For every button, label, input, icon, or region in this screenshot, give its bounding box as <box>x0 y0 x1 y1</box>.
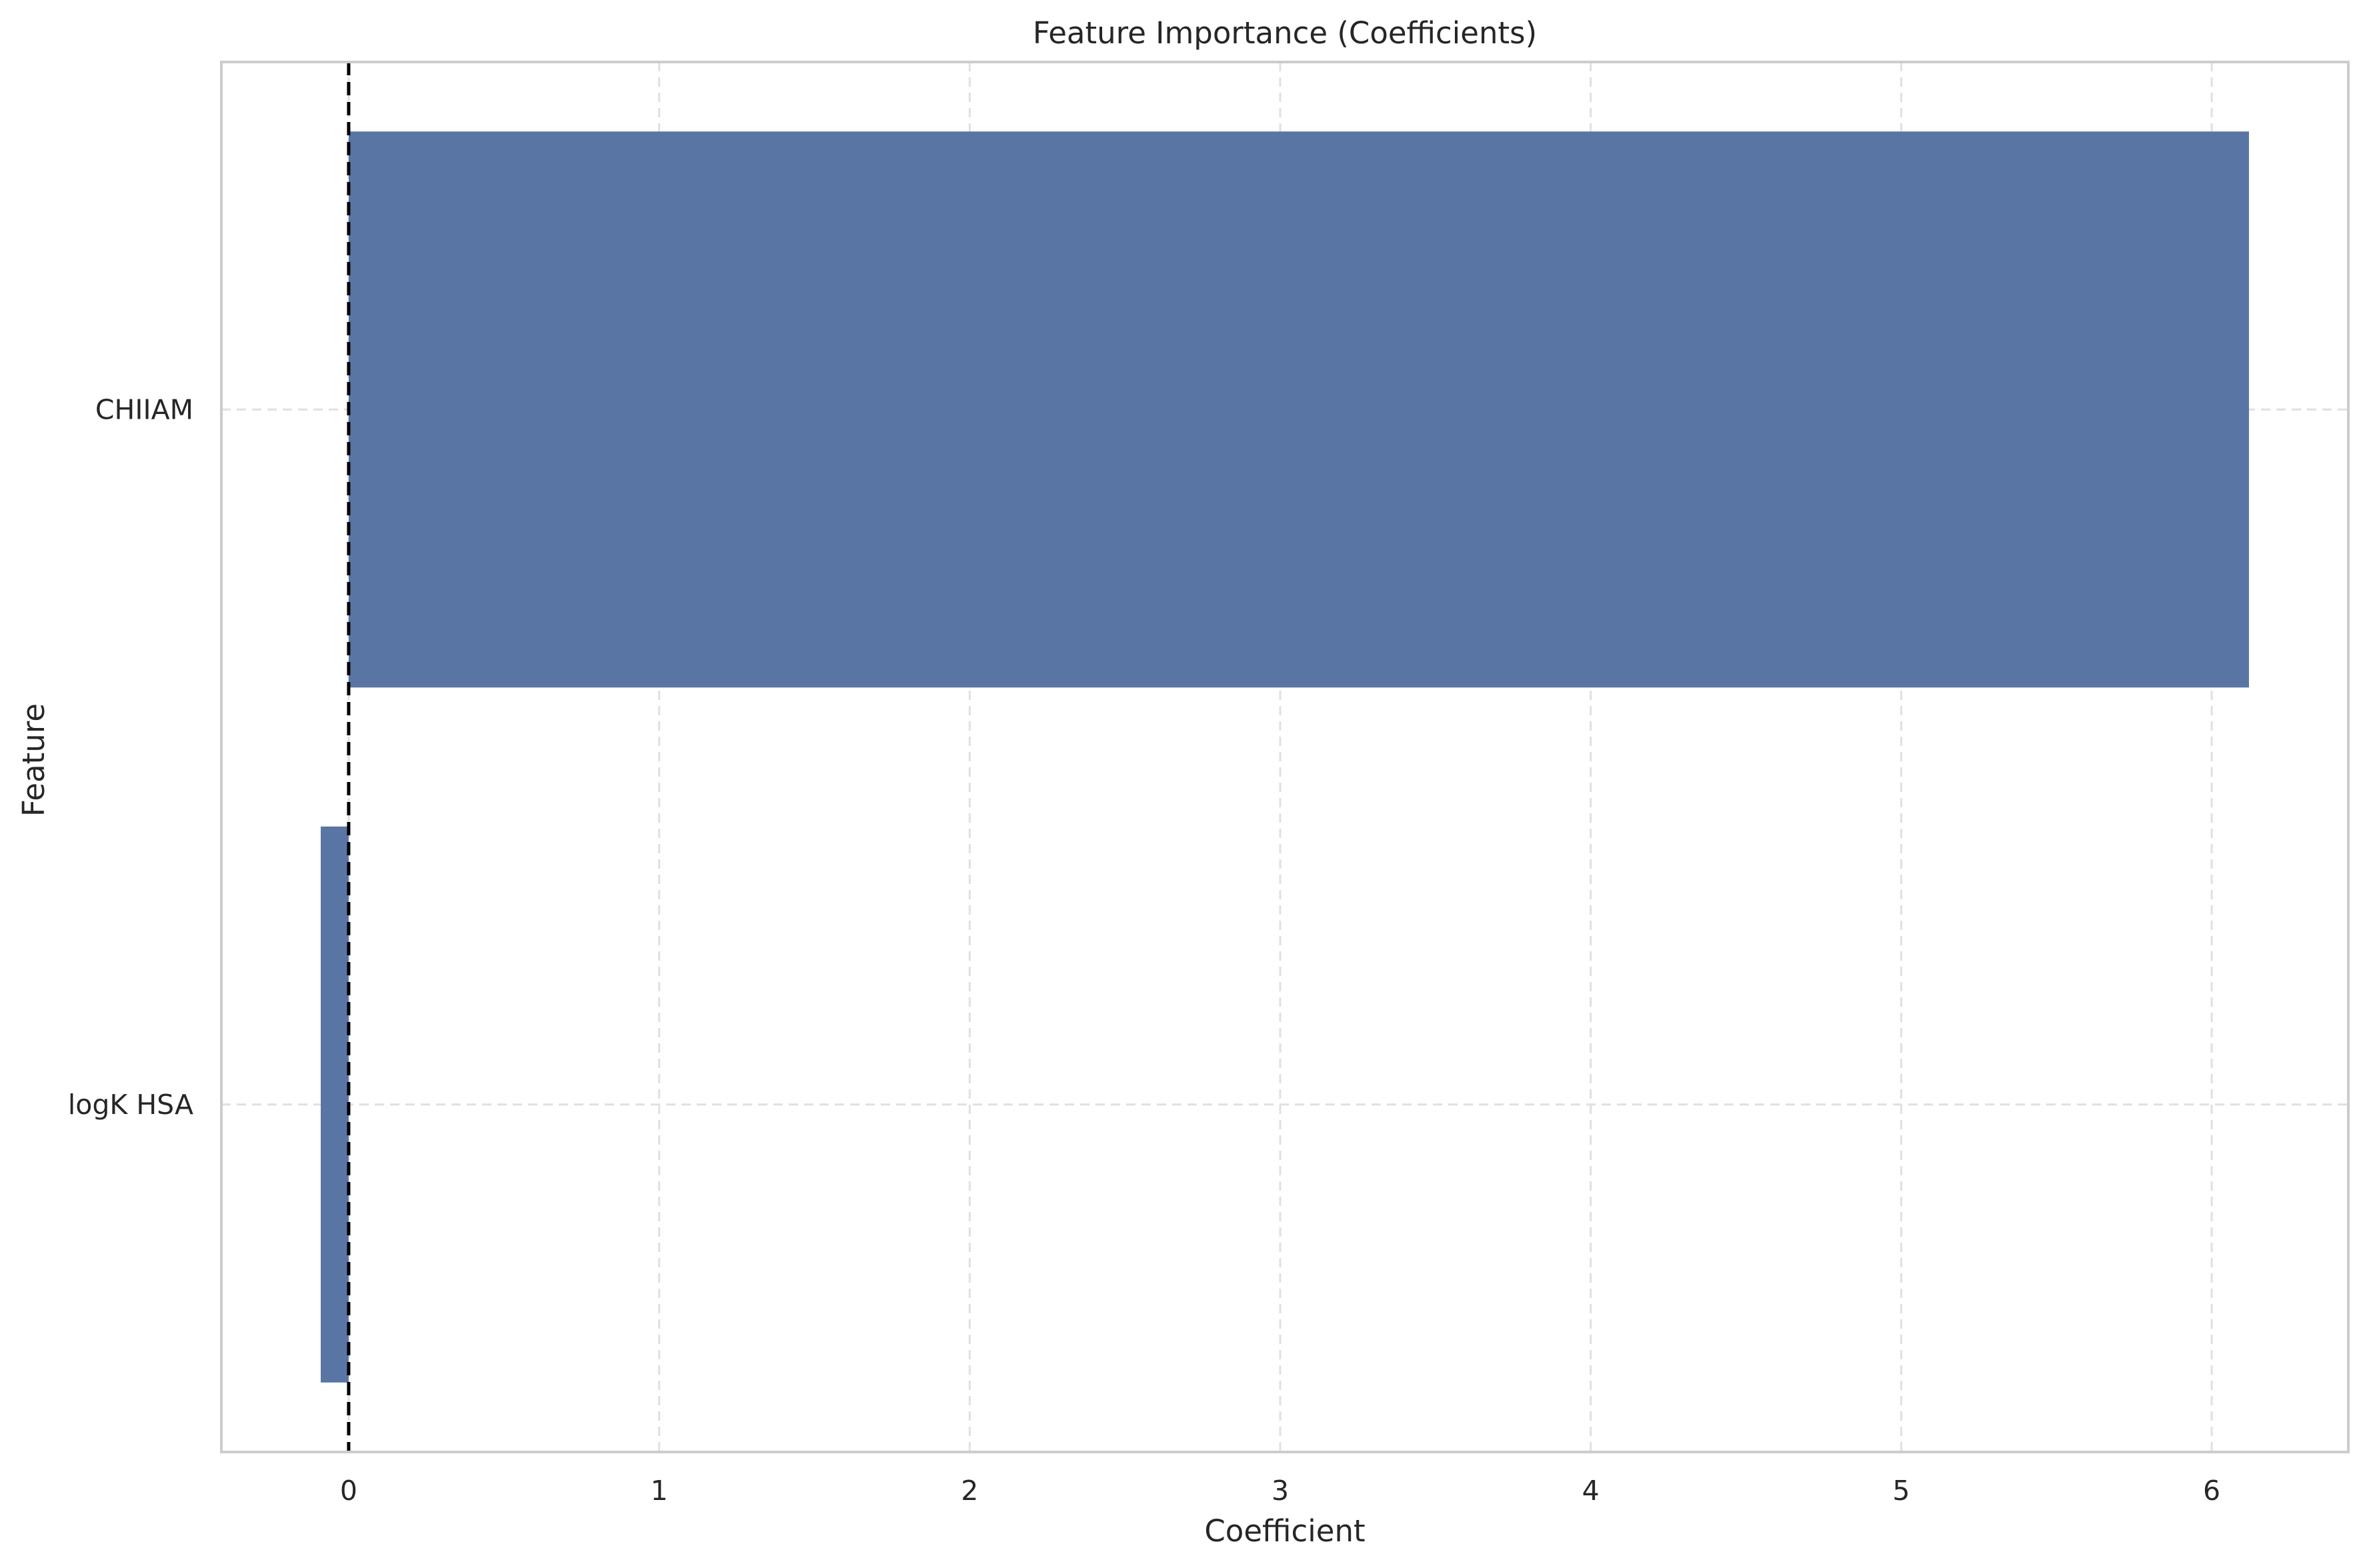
x-tick-label: 2 <box>961 1475 978 1507</box>
bar <box>321 826 349 1383</box>
bar <box>348 131 2249 688</box>
chart-title: Feature Importance (Coefficients) <box>1033 15 1537 51</box>
x-tick-label: 4 <box>1582 1475 1600 1507</box>
axes-frame <box>220 61 2350 1453</box>
x-tick-label: 5 <box>1892 1475 1910 1507</box>
y-tick-label: CHIIAM <box>95 393 193 425</box>
y-axis-label: Feature <box>16 703 51 817</box>
x-axis-label: Coefficient <box>1204 1513 1365 1549</box>
bars <box>321 131 2249 1383</box>
x-tick-label: 1 <box>651 1475 668 1507</box>
y-tick-labels: CHIIAM logK HSA <box>68 393 193 1121</box>
axes-border <box>220 61 2350 1453</box>
x-tick-label: 6 <box>2203 1475 2220 1507</box>
x-tick-labels: 0 1 2 3 4 5 6 <box>340 1475 2220 1507</box>
y-tick-label: logK HSA <box>68 1089 193 1121</box>
x-tick-label: 3 <box>1272 1475 1289 1507</box>
x-tick-label: 0 <box>340 1475 357 1507</box>
